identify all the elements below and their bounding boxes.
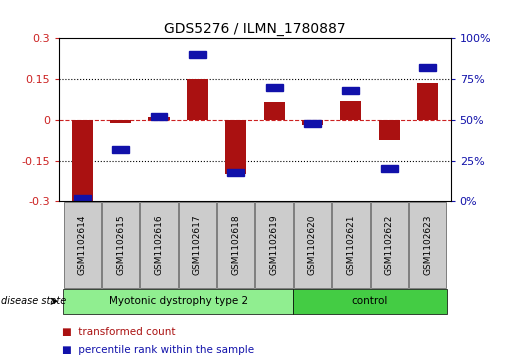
Bar: [419, 64, 436, 71]
Text: GSM1102618: GSM1102618: [231, 215, 240, 276]
Bar: [304, 119, 321, 127]
Text: GSM1102623: GSM1102623: [423, 215, 432, 275]
Bar: [110, 120, 131, 123]
Bar: [150, 113, 167, 120]
Bar: [112, 146, 129, 153]
Bar: [266, 83, 283, 91]
Text: GSM1102620: GSM1102620: [308, 215, 317, 275]
Bar: [227, 168, 244, 176]
Text: disease state: disease state: [1, 296, 66, 306]
Text: GSM1102617: GSM1102617: [193, 215, 202, 276]
Bar: [264, 102, 285, 120]
Text: GSM1102619: GSM1102619: [270, 215, 279, 276]
Bar: [189, 51, 206, 58]
Bar: [74, 195, 91, 202]
Text: GSM1102615: GSM1102615: [116, 215, 125, 276]
Bar: [381, 165, 398, 172]
Bar: [72, 120, 93, 201]
Text: GSM1102622: GSM1102622: [385, 215, 394, 275]
Bar: [340, 101, 362, 120]
Text: ■  transformed count: ■ transformed count: [62, 327, 175, 337]
Text: control: control: [352, 296, 388, 306]
Text: Myotonic dystrophy type 2: Myotonic dystrophy type 2: [109, 296, 248, 306]
Text: ■  percentile rank within the sample: ■ percentile rank within the sample: [62, 345, 254, 355]
Bar: [379, 120, 400, 140]
Text: GSM1102621: GSM1102621: [347, 215, 355, 275]
Text: GSM1102616: GSM1102616: [154, 215, 163, 276]
Bar: [342, 87, 359, 94]
Bar: [302, 120, 323, 125]
Title: GDS5276 / ILMN_1780887: GDS5276 / ILMN_1780887: [164, 22, 346, 36]
Bar: [417, 83, 438, 120]
Bar: [225, 120, 246, 174]
Bar: [187, 79, 208, 120]
Text: GSM1102614: GSM1102614: [78, 215, 87, 275]
Bar: [148, 117, 169, 120]
